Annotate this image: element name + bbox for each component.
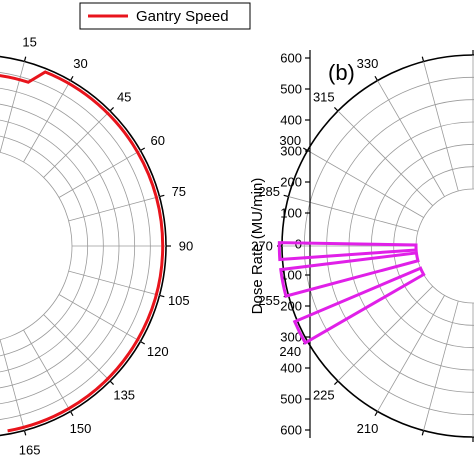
plot-a-grid-ring bbox=[0, 151, 73, 341]
plot-a-grid-spoke bbox=[43, 110, 111, 178]
dose-rate-wedge bbox=[277, 241, 418, 262]
plot-b-grid-spoke bbox=[423, 61, 459, 192]
plot-b-grid-tick-mark bbox=[302, 147, 308, 152]
plot-a-grid-tick-mark bbox=[69, 411, 74, 417]
plot-a-grid-tick-mark bbox=[140, 147, 146, 152]
plot-a-grid-spoke bbox=[58, 150, 141, 198]
plot-a: 15 30 45 60 75 90 105 120 135 150 165 bbox=[0, 35, 193, 458]
plot-b-grid-angle-label: 330 bbox=[357, 56, 379, 71]
plot-a-grid-angle-label: 75 bbox=[172, 184, 186, 199]
plot-a-grid-tick-mark bbox=[69, 75, 74, 81]
plot-a-grid-spoke bbox=[58, 294, 141, 342]
legend-label-gantry-speed: Gantry Speed bbox=[136, 8, 229, 25]
plot-a-grid-angle-label: 30 bbox=[73, 56, 87, 71]
plot-a-grid-angle-label: 135 bbox=[113, 388, 135, 403]
plot-b-grid-angle-label: 300 bbox=[279, 133, 301, 148]
radial-axis-tick-label: 100 bbox=[280, 268, 302, 283]
plot-a-grid-tick-mark bbox=[23, 430, 27, 436]
plot-b-grid-spoke bbox=[288, 196, 419, 232]
plot-b-grid-tick-mark bbox=[333, 380, 339, 386]
plot-a-series bbox=[0, 70, 165, 433]
radial-axis-tick-label: 300 bbox=[280, 144, 302, 159]
plot-a-grid-tick-mark bbox=[109, 380, 115, 386]
plot-b-grid-angle-label: 270 bbox=[251, 239, 273, 254]
plot-a-grid-angle-label: 165 bbox=[19, 442, 41, 457]
plot-a-grid-spoke bbox=[68, 196, 160, 222]
plot-a-grid-tick-mark bbox=[109, 106, 115, 112]
panel-label-b: (b) bbox=[328, 60, 355, 85]
plot-b-grid-tick-mark bbox=[283, 194, 289, 198]
plot-b-grid bbox=[277, 50, 474, 442]
dose-rate-wedge bbox=[279, 251, 420, 298]
plot-a-grid-spoke bbox=[23, 329, 71, 412]
plot-a-grid-angle-label: 45 bbox=[117, 89, 131, 104]
plot-a-grid-spoke bbox=[0, 339, 25, 431]
plot-a-angle-ticks: 15 30 45 60 75 90 105 120 135 150 165 bbox=[19, 35, 193, 458]
radial-axis-tick-label: 600 bbox=[280, 51, 302, 66]
plot-a-grid-tick-mark bbox=[159, 194, 165, 198]
plot-a-grid-spoke bbox=[0, 61, 25, 153]
radial-axis-tick-label: 400 bbox=[280, 361, 302, 376]
radial-axis-tick-label: 500 bbox=[280, 82, 302, 97]
plot-b-grid-spoke bbox=[307, 150, 424, 218]
plot-b-grid-tick-mark bbox=[421, 56, 425, 62]
dose-rate-wedge bbox=[292, 266, 426, 345]
plot-b: 210 225 240 255 270 285 300 315 330 600 500 400 300… bbox=[249, 50, 474, 442]
plot-b-grid-tick-mark bbox=[333, 106, 339, 112]
radial-axis-label: Dose Rate (MU/min) bbox=[249, 178, 266, 315]
plot-b-grid-ring bbox=[415, 188, 474, 304]
legend: Gantry Speed bbox=[79, 2, 251, 30]
radial-axis-tick-label: 400 bbox=[280, 113, 302, 128]
plot-a-grid-angle-label: 150 bbox=[70, 421, 92, 436]
radial-axis-tick-label: 500 bbox=[280, 392, 302, 407]
plot-b-grid-spoke bbox=[337, 286, 433, 382]
gantry-speed-line bbox=[0, 70, 165, 433]
plot-a-grid-angle-label: 90 bbox=[179, 239, 193, 254]
plot-a-grid-tick-mark bbox=[159, 294, 165, 298]
radial-axis-tick-label: 600 bbox=[280, 423, 302, 438]
plot-b-angle-ticks: 210 225 240 255 270 285 300 315 330 bbox=[251, 56, 378, 436]
plot-b-grid-spoke bbox=[337, 110, 433, 206]
plot-b-grid-spoke bbox=[423, 300, 459, 431]
plot-a-grid-tick-mark bbox=[23, 56, 27, 62]
radial-axis-tick-label: 200 bbox=[280, 175, 302, 190]
plot-b-grid-spoke bbox=[377, 295, 445, 412]
plot-a-grid-spoke bbox=[68, 270, 160, 296]
plot-a-grid bbox=[0, 55, 171, 437]
plot-b-grid-angle-label: 285 bbox=[258, 184, 280, 199]
radial-axis-tick-label: 300 bbox=[280, 330, 302, 345]
plot-b-grid-angle-label: 255 bbox=[258, 293, 280, 308]
plot-a-grid-tick-mark bbox=[140, 340, 146, 345]
plot-a-grid-spoke bbox=[23, 80, 71, 163]
plot-a-grid-angle-label: 105 bbox=[168, 293, 190, 308]
radial-axis-tick-label: 100 bbox=[280, 206, 302, 221]
plot-a-grid-angle-label: 60 bbox=[150, 133, 164, 148]
plot-b-series bbox=[277, 241, 426, 345]
plot-b-grid-tick-mark bbox=[374, 75, 379, 81]
radial-axis-tick-label: 200 bbox=[280, 299, 302, 314]
plot-a-grid-angle-label: 15 bbox=[22, 35, 36, 50]
plot-b-grid-spoke bbox=[377, 80, 445, 197]
plot-a-grid-spoke bbox=[43, 314, 111, 382]
plot-b-grid-tick-mark bbox=[374, 411, 379, 417]
plot-b-grid-tick-mark bbox=[421, 430, 425, 436]
plot-a-grid-angle-label: 120 bbox=[147, 344, 169, 359]
plot-b-grid-angle-label: 225 bbox=[313, 388, 335, 403]
plot-b-grid-angle-label: 240 bbox=[279, 344, 301, 359]
plot-b-grid-angle-label: 315 bbox=[313, 89, 335, 104]
plot-b-grid-angle-label: 210 bbox=[357, 421, 379, 436]
